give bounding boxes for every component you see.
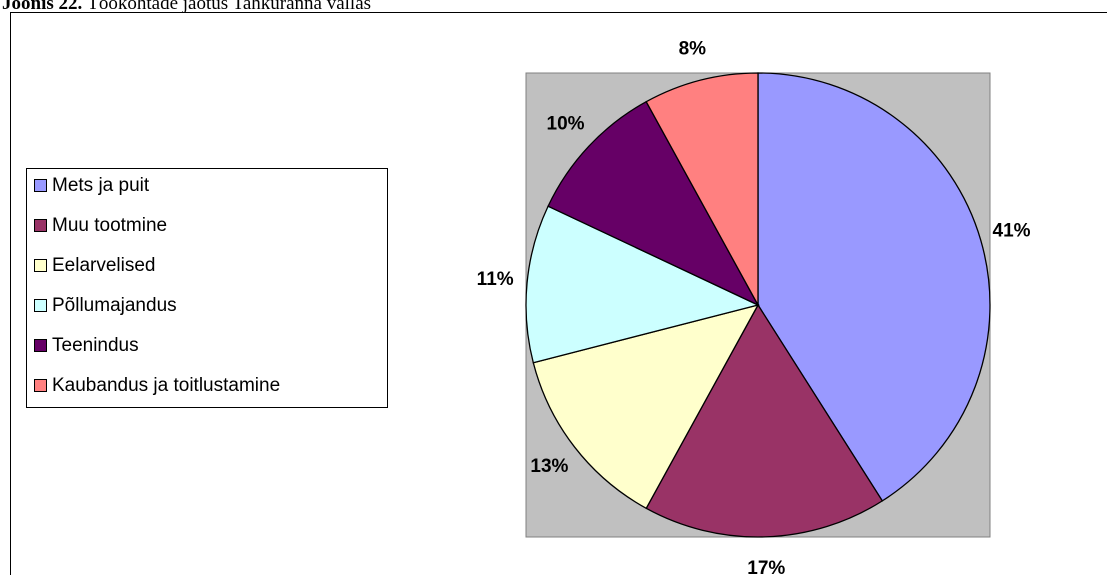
data-label: 8% xyxy=(679,38,707,59)
legend xyxy=(26,168,388,408)
data-label: 17% xyxy=(747,558,785,575)
legend-swatch xyxy=(34,299,47,312)
data-label: 10% xyxy=(547,113,585,134)
legend-label: Põllumajandus xyxy=(52,295,177,316)
pie-slice xyxy=(757,72,991,502)
title-text: Töökohtade jaotus Tahkuranna vallas xyxy=(87,0,371,14)
legend-swatch xyxy=(34,259,47,272)
legend-label: Eelarvelised xyxy=(52,255,156,276)
legend-label: Muu tootmine xyxy=(52,215,167,236)
legend-label: Mets ja puit xyxy=(52,175,150,196)
pie-slice xyxy=(645,303,884,538)
legend-label: Teenindus xyxy=(52,335,139,356)
pie-slice xyxy=(532,303,760,510)
data-label: 11% xyxy=(477,269,514,290)
data-labels: 41% 17% 13% 11% 10% 8% xyxy=(477,38,1031,575)
legend-swatch xyxy=(34,379,47,392)
pie-slice xyxy=(547,100,760,307)
figure-label: Joonis 22. xyxy=(2,0,82,14)
legend-swatch xyxy=(34,179,47,192)
data-label: 13% xyxy=(530,456,568,477)
chart-frame xyxy=(10,12,1107,575)
legend-items: Mets ja puit Muu tootmine Eelarvelised Põll… xyxy=(34,175,280,396)
legend-swatch xyxy=(34,339,47,352)
pie-slice xyxy=(645,72,759,306)
chart-title: Joonis 22. Töökohtade jaotus Tahkuranna v… xyxy=(2,0,371,14)
data-label: 41% xyxy=(993,220,1031,241)
pie-slice xyxy=(525,205,760,364)
legend-label: Kaubandus ja toitlustamine xyxy=(52,375,280,396)
legend-swatch xyxy=(34,219,47,232)
pie xyxy=(525,72,991,538)
